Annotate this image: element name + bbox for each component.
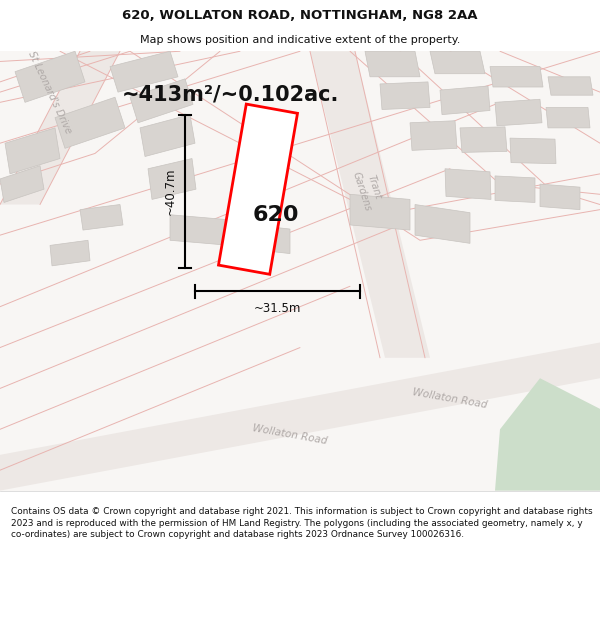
Text: Map shows position and indicative extent of the property.: Map shows position and indicative extent… [140,35,460,45]
Polygon shape [0,342,600,491]
Polygon shape [445,169,491,199]
Polygon shape [15,51,85,102]
Polygon shape [55,98,125,148]
Text: 620, WOLLATON ROAD, NOTTINGHAM, NG8 2AA: 620, WOLLATON ROAD, NOTTINGHAM, NG8 2AA [122,9,478,22]
Polygon shape [495,176,535,203]
Polygon shape [148,159,196,199]
Polygon shape [310,51,430,357]
Polygon shape [0,166,44,202]
Polygon shape [548,77,593,95]
Polygon shape [350,194,410,230]
Polygon shape [50,240,90,266]
Text: ~31.5m: ~31.5m [254,302,301,314]
Polygon shape [540,184,580,209]
Polygon shape [495,378,600,491]
Polygon shape [110,51,178,92]
Polygon shape [410,121,457,151]
Polygon shape [170,215,230,246]
Polygon shape [218,104,298,274]
Text: ~413m²/~0.102ac.: ~413m²/~0.102ac. [121,84,338,104]
Text: St Leonard's Drive: St Leonard's Drive [26,49,74,135]
Text: Trant
Gardens: Trant Gardens [351,166,385,212]
Text: ~40.7m: ~40.7m [164,168,177,215]
Polygon shape [380,82,430,109]
Polygon shape [495,99,542,126]
Polygon shape [235,223,290,254]
Polygon shape [130,79,193,122]
Polygon shape [140,114,195,156]
Polygon shape [0,51,120,204]
Polygon shape [415,204,470,243]
Polygon shape [365,51,420,77]
Polygon shape [5,128,60,174]
Text: Contains OS data © Crown copyright and database right 2021. This information is : Contains OS data © Crown copyright and d… [11,507,592,539]
Polygon shape [460,127,507,152]
Polygon shape [440,86,490,114]
Polygon shape [80,204,123,230]
Text: Wollaton Road: Wollaton Road [412,387,488,410]
Polygon shape [546,107,590,128]
Polygon shape [510,138,556,164]
Polygon shape [430,51,485,74]
Text: 620: 620 [253,205,299,225]
Polygon shape [490,67,543,87]
Text: Wollaton Road: Wollaton Road [252,423,328,446]
